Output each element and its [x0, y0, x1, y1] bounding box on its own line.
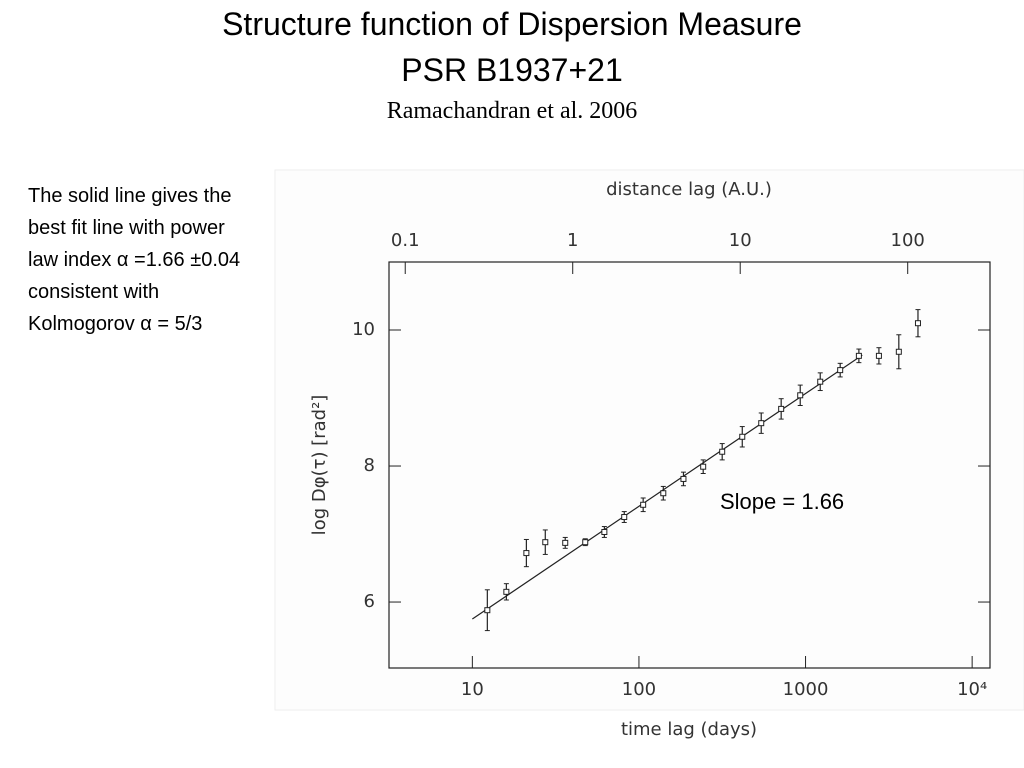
marker	[778, 405, 785, 412]
x2-tick-label: 10	[729, 230, 752, 251]
fit-line	[472, 354, 863, 620]
annotation: Slope = 1.66	[720, 489, 844, 514]
note-line: law index α =1.66 ±0.04	[28, 249, 241, 271]
note: The solid line gives the best fit line wi…	[28, 180, 240, 340]
marker	[875, 352, 882, 359]
marker	[700, 463, 707, 470]
x-tick-label: 1000	[783, 679, 829, 700]
marker	[601, 528, 608, 535]
plot-frame	[388, 261, 991, 669]
note-line: best fit line with power	[28, 217, 225, 239]
note-line: consistent with	[28, 281, 160, 303]
marker	[895, 348, 902, 355]
panel	[274, 169, 1024, 711]
note-line: Kolmogorov α = 5/3	[28, 313, 203, 335]
marker	[914, 320, 921, 327]
marker	[562, 539, 569, 546]
marker	[523, 550, 530, 557]
title: Structure function of Dispersion Measure	[222, 6, 802, 42]
x-tick-label: 10	[461, 679, 484, 700]
subtitle: PSR B1937+21	[401, 52, 623, 88]
marker	[484, 607, 491, 614]
x2-label: distance lag (A.U.)	[606, 179, 772, 200]
x-tick-label: 100	[622, 679, 656, 700]
marker	[855, 352, 862, 359]
marker	[680, 475, 687, 482]
marker	[719, 448, 726, 455]
note-line: The solid line gives the	[28, 185, 232, 207]
y-tick-label: 8	[364, 455, 375, 476]
marker	[837, 367, 844, 374]
marker	[797, 392, 804, 399]
x2-tick-label: 0.1	[391, 230, 420, 251]
x2-tick-label: 1	[567, 230, 578, 251]
y-tick-label: 6	[364, 591, 375, 612]
marker	[621, 514, 628, 521]
y-label: log Dφ(τ) [rad²]	[309, 395, 330, 536]
marker	[503, 588, 510, 595]
x-tick-label: 10⁴	[957, 679, 987, 700]
marker	[582, 539, 589, 546]
marker	[739, 433, 746, 440]
marker	[542, 539, 549, 546]
marker	[640, 501, 647, 508]
y-tick-label: 10	[352, 319, 375, 340]
marker	[758, 420, 765, 427]
source: Ramachandran et al. 2006	[386, 98, 638, 124]
x-label: time lag (days)	[621, 719, 757, 740]
marker	[817, 378, 824, 385]
marker	[660, 490, 667, 497]
x2-tick-label: 100	[891, 230, 925, 251]
